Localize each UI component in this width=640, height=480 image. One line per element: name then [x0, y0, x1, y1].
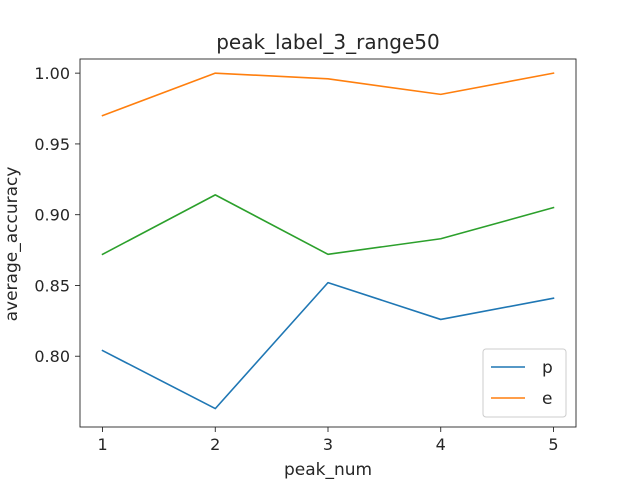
plot-area: 1 2 3 4 5 0.80 0.85 0.90 0.95 1.00	[34, 58, 577, 454]
legend-label-p: p	[542, 358, 553, 378]
y-tick-label: 0.90	[34, 206, 70, 225]
chart-title: peak_label_3_range50	[216, 30, 440, 54]
x-tick-label: 4	[436, 435, 446, 454]
y-tick-label: 0.85	[34, 276, 70, 295]
legend-box	[482, 348, 567, 418]
legend-label-e: e	[542, 389, 552, 409]
x-tick-label: 5	[548, 435, 558, 454]
y-axis-label: average_accuracy	[2, 167, 22, 322]
series-line-p	[101, 281, 555, 410]
legend: pe	[482, 348, 567, 418]
y-tick-label: 1.00	[34, 64, 70, 83]
y-tick-label: 0.95	[34, 135, 70, 154]
x-tick-label: 3	[323, 435, 333, 454]
y-tick-label: 0.80	[34, 347, 70, 366]
x-tick-label: 1	[97, 435, 107, 454]
series-line-e	[101, 72, 555, 117]
x-tick-label: 2	[210, 435, 220, 454]
x-axis-label: peak_num	[284, 460, 372, 480]
series-line-series-3	[101, 194, 555, 256]
